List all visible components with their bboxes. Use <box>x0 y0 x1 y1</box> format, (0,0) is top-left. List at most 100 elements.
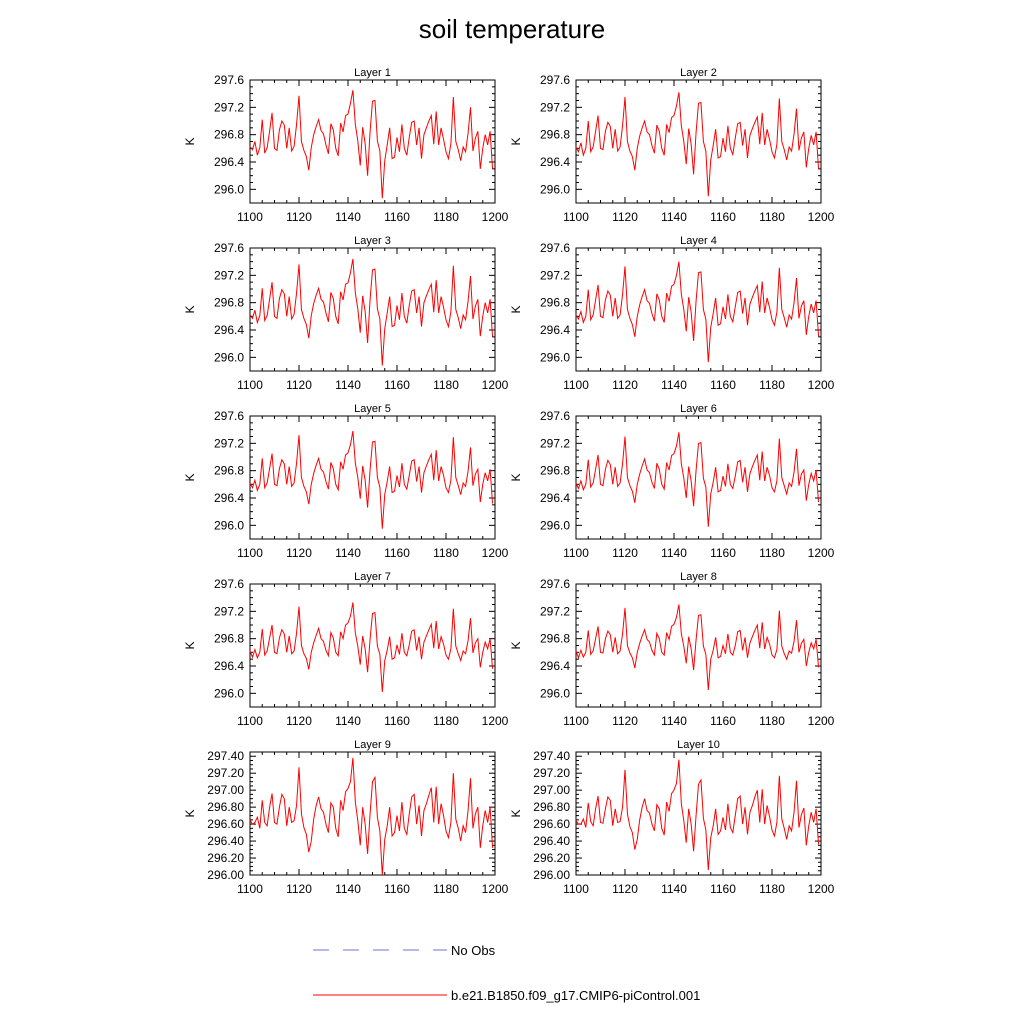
x-tick-label: 1140 <box>661 210 687 224</box>
x-tick-label: 1200 <box>482 210 509 224</box>
x-tick-label: 1140 <box>335 882 361 896</box>
y-tick-label: 296.60 <box>533 817 570 831</box>
series-line <box>249 757 494 876</box>
panel-layer-8: Layer 8 1100 1120 1140 1160 1180 1200 297.6 297.… <box>509 571 835 728</box>
panel-layer-5: Layer 5 1100 1120 1140 1160 1180 1200 297.6 297.… <box>183 403 509 560</box>
y-tick-label: 297.6 <box>214 577 244 591</box>
series-line <box>575 759 820 870</box>
y-axis-label: K <box>183 809 197 817</box>
x-tick-label: 1200 <box>808 546 835 560</box>
x-tick-label: 1200 <box>808 882 835 896</box>
panel-title: Layer 8 <box>680 571 717 583</box>
x-tick-label: 1200 <box>808 714 835 728</box>
plot-frame <box>249 583 496 708</box>
plot-frame <box>249 415 496 540</box>
x-tick-label: 1100 <box>563 378 589 392</box>
series-line <box>575 92 820 197</box>
x-tick-label: 1160 <box>384 378 410 392</box>
y-tick-label: 297.2 <box>214 604 244 618</box>
x-tick-label: 1100 <box>563 714 589 728</box>
series-line <box>249 430 494 529</box>
x-tick-label: 1180 <box>433 882 459 896</box>
x-tick-label: 1140 <box>661 546 687 560</box>
series-line <box>249 90 494 199</box>
plot-frame <box>575 247 822 372</box>
panel-title: Layer 3 <box>354 235 391 247</box>
y-tick-label: 297.2 <box>540 268 570 282</box>
x-tick-label: 1180 <box>759 378 785 392</box>
legend-no-obs-label: No Obs <box>451 943 496 958</box>
panel-title: Layer 5 <box>354 403 391 415</box>
series-line <box>575 261 820 363</box>
x-tick-label: 1160 <box>710 378 736 392</box>
x-tick-label: 1100 <box>237 546 263 560</box>
y-tick-label: 297.2 <box>214 100 244 114</box>
panel-layer-10: Layer 10 1100 1120 1140 1160 1180 1200 297.40 29… <box>509 739 835 896</box>
y-tick-label: 296.4 <box>214 323 244 337</box>
x-tick-label: 1180 <box>433 378 459 392</box>
x-tick-label: 1160 <box>384 714 410 728</box>
legend: No Obs b.e21.B1850.f09_g17.CMIP6-piContr… <box>313 943 700 1003</box>
y-tick-label: 296.4 <box>214 155 244 169</box>
x-tick-label: 1120 <box>286 546 312 560</box>
y-tick-label: 296.0 <box>540 350 570 364</box>
y-tick-label: 297.6 <box>214 241 244 255</box>
y-tick-label: 297.00 <box>533 783 570 797</box>
x-tick-label: 1180 <box>759 210 785 224</box>
x-tick-label: 1180 <box>759 714 785 728</box>
y-tick-label: 296.40 <box>533 834 570 848</box>
x-tick-label: 1120 <box>612 546 638 560</box>
x-tick-label: 1120 <box>286 378 312 392</box>
y-axis-label: K <box>509 305 523 313</box>
y-tick-label: 296.00 <box>207 868 244 882</box>
x-tick-label: 1160 <box>710 546 736 560</box>
x-tick-label: 1180 <box>433 714 459 728</box>
y-tick-label: 297.6 <box>540 73 570 87</box>
plot-frame <box>575 79 822 204</box>
x-tick-label: 1160 <box>384 210 410 224</box>
y-axis-label: K <box>509 641 523 649</box>
y-tick-label: 297.6 <box>214 73 244 87</box>
plot-frame <box>575 583 822 708</box>
y-tick-label: 296.8 <box>214 464 244 478</box>
y-axis-label: K <box>509 137 523 145</box>
panel-title: Layer 1 <box>354 67 391 79</box>
x-tick-label: 1200 <box>808 378 835 392</box>
x-tick-label: 1180 <box>433 546 459 560</box>
y-tick-label: 296.4 <box>540 155 570 169</box>
panel-title: Layer 7 <box>354 571 391 583</box>
x-tick-label: 1120 <box>612 210 638 224</box>
plot-frame <box>575 415 822 540</box>
x-tick-label: 1160 <box>710 714 736 728</box>
y-tick-label: 296.4 <box>214 659 244 673</box>
panel-layer-6: Layer 6 1100 1120 1140 1160 1180 1200 297.6 297.… <box>509 403 835 560</box>
x-tick-label: 1160 <box>710 882 736 896</box>
y-tick-label: 296.8 <box>540 632 570 646</box>
y-tick-label: 297.2 <box>540 604 570 618</box>
x-tick-label: 1160 <box>384 882 410 896</box>
x-tick-label: 1140 <box>661 378 687 392</box>
x-tick-label: 1120 <box>286 882 312 896</box>
x-tick-label: 1140 <box>661 714 687 728</box>
y-tick-label: 296.0 <box>540 518 570 532</box>
y-tick-label: 296.8 <box>214 632 244 646</box>
y-axis-label: K <box>509 473 523 481</box>
x-tick-label: 1180 <box>759 882 785 896</box>
x-tick-label: 1200 <box>482 714 509 728</box>
y-tick-label: 296.80 <box>207 800 244 814</box>
panel-layer-7: Layer 7 1100 1120 1140 1160 1180 1200 297.6 297.… <box>183 571 509 728</box>
panel-layer-4: Layer 4 1100 1120 1140 1160 1180 1200 297.6 297.… <box>509 235 835 392</box>
y-tick-label: 297.2 <box>214 436 244 450</box>
y-tick-label: 297.40 <box>207 749 244 763</box>
x-tick-label: 1100 <box>237 882 263 896</box>
y-axis-label: K <box>183 641 197 649</box>
y-tick-label: 296.0 <box>214 182 244 196</box>
y-tick-label: 297.6 <box>540 241 570 255</box>
x-tick-label: 1200 <box>482 546 509 560</box>
y-tick-label: 297.2 <box>214 268 244 282</box>
y-tick-label: 297.2 <box>540 436 570 450</box>
y-tick-label: 297.2 <box>540 100 570 114</box>
chart-title: soil temperature <box>418 14 606 44</box>
x-tick-label: 1100 <box>237 378 263 392</box>
x-tick-label: 1120 <box>612 378 638 392</box>
